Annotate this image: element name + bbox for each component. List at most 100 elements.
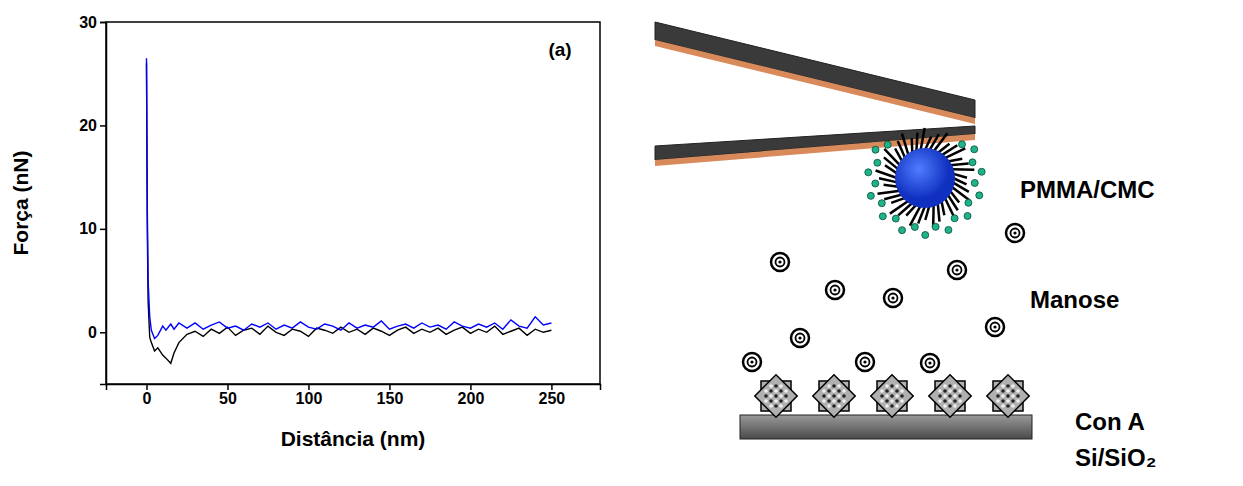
mannose-ring xyxy=(953,266,962,275)
protein-texture xyxy=(958,394,962,398)
polymer-chain xyxy=(884,194,902,199)
protein-texture xyxy=(1011,399,1015,403)
cantilever-edge xyxy=(655,40,975,124)
mannose-ring xyxy=(991,323,1000,332)
tick-mark xyxy=(100,229,106,231)
tick-mark xyxy=(146,384,148,390)
protein-texture xyxy=(764,399,768,403)
mannose-molecule xyxy=(791,329,809,347)
mannose-core xyxy=(891,296,894,299)
polymer-chain xyxy=(916,133,917,152)
figure: 0501001502002500102030Distância (nm)Forç… xyxy=(0,0,1243,486)
cantilever-arm xyxy=(655,22,975,118)
force-curve xyxy=(146,63,551,363)
protein-texture xyxy=(832,399,836,403)
protein-texture xyxy=(948,399,952,403)
mannose-core xyxy=(863,360,866,363)
protein-texture xyxy=(996,394,1000,398)
protein-texture xyxy=(880,389,884,393)
protein-square xyxy=(813,375,855,417)
protein-texture xyxy=(890,389,894,393)
protein-texture xyxy=(953,399,957,403)
tick-label: 150 xyxy=(377,390,404,407)
mannose-core xyxy=(750,360,753,363)
tick-mark xyxy=(100,22,106,24)
tick-mark xyxy=(308,384,310,390)
tick-label: 10 xyxy=(79,220,97,237)
mannose-ring xyxy=(831,286,840,295)
tick: 100 xyxy=(296,384,323,407)
mannose-molecule xyxy=(948,261,966,279)
con-a-protein xyxy=(871,375,913,417)
polymer-chain xyxy=(902,134,909,156)
protein-texture xyxy=(842,394,846,398)
x-axis: 050100150200250 xyxy=(107,384,601,407)
protein-texture xyxy=(827,389,831,393)
protein-texture xyxy=(827,404,831,408)
mannose-ring xyxy=(889,294,898,303)
surfactant-dot xyxy=(971,146,978,153)
mannose-ring xyxy=(856,353,874,371)
tick-mark xyxy=(227,384,229,390)
mannose-ring xyxy=(948,261,966,279)
tick: 0 xyxy=(88,324,106,341)
protein-texture xyxy=(774,399,778,403)
x-axis-title: Distância (nm) xyxy=(281,427,426,450)
surfactant-dot xyxy=(945,226,952,233)
surfactant-dot xyxy=(965,199,972,206)
protein-texture xyxy=(953,394,957,398)
polymer-chain xyxy=(921,128,925,150)
protein-texture xyxy=(900,389,904,393)
plot-lines xyxy=(146,58,551,363)
mannose-molecule xyxy=(884,289,902,307)
protein-texture xyxy=(885,394,889,398)
protein-texture xyxy=(1016,389,1020,393)
protein-texture xyxy=(779,384,783,388)
mannose-core xyxy=(955,268,958,271)
protein-texture xyxy=(1006,389,1010,393)
polymer-chain xyxy=(950,163,969,165)
tick-label: 0 xyxy=(88,324,97,341)
mannose-ring xyxy=(791,329,809,347)
protein-texture xyxy=(774,389,778,393)
protein-texture xyxy=(885,399,889,403)
mannose-core xyxy=(833,288,836,291)
mannose-ring xyxy=(748,358,757,367)
protein-texture xyxy=(822,394,826,398)
protein-texture xyxy=(943,384,947,388)
tick: 10 xyxy=(79,220,106,237)
protein-texture xyxy=(900,394,904,398)
protein-texture xyxy=(832,404,836,408)
tick-label: 200 xyxy=(458,390,485,407)
protein-texture xyxy=(880,399,884,403)
polymer-chain xyxy=(878,191,900,194)
tick-mark xyxy=(389,384,391,390)
protein-texture xyxy=(1006,399,1010,403)
polymer-chain xyxy=(879,178,897,182)
protein-texture xyxy=(948,384,952,388)
mannose-molecule xyxy=(771,253,789,271)
con-a-protein xyxy=(929,375,971,417)
tick: 200 xyxy=(458,384,485,407)
protein-texture xyxy=(1001,384,1005,388)
mannose-ring xyxy=(776,258,785,267)
protein-texture xyxy=(890,404,894,408)
protein-texture xyxy=(827,394,831,398)
protein-texture xyxy=(1001,399,1005,403)
protein-texture xyxy=(842,399,846,403)
surfactant-dot xyxy=(969,159,976,166)
surfactant-dot xyxy=(971,179,978,186)
protein-texture xyxy=(769,389,773,393)
protein-texture xyxy=(938,399,942,403)
protein-texture xyxy=(769,404,773,408)
protein-texture xyxy=(827,399,831,403)
tick: 150 xyxy=(377,384,404,407)
mannose-ring xyxy=(986,318,1004,336)
tick: 20 xyxy=(79,117,106,134)
protein-texture xyxy=(948,394,952,398)
polymer-chain xyxy=(941,201,944,216)
surfactant-dot xyxy=(872,180,879,187)
protein-texture xyxy=(774,384,778,388)
protein-texture xyxy=(1011,404,1015,408)
protein-texture xyxy=(784,389,788,393)
